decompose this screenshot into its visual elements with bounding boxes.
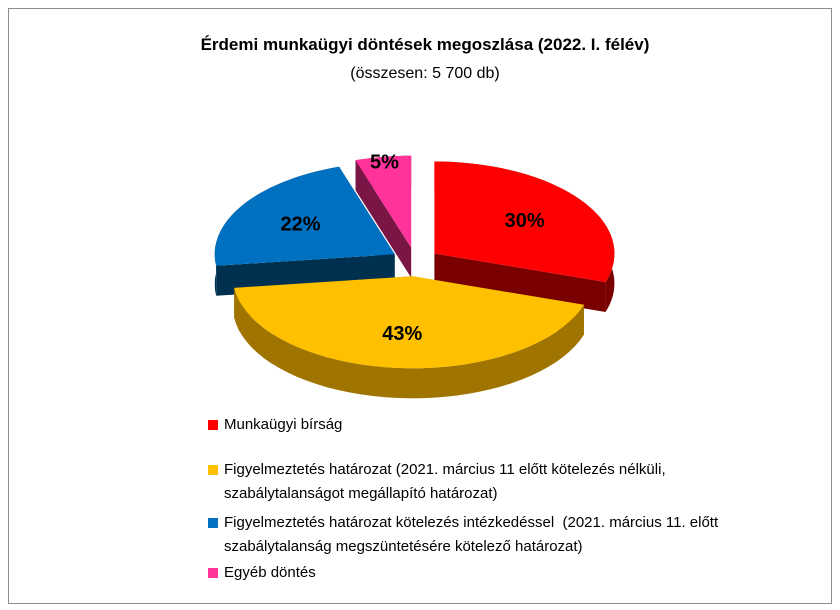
legend-swatch	[208, 420, 218, 430]
data-label: 30%	[505, 210, 545, 232]
legend-label: Egyéb döntés	[224, 564, 316, 581]
legend-label: Figyelmeztetés határozat (2021. március …	[224, 461, 670, 502]
chart-subtitle: (összesen: 5 700 db)	[350, 65, 499, 82]
data-label: 43%	[382, 323, 422, 345]
slice-wall	[355, 160, 412, 278]
slice-top	[214, 166, 395, 266]
pie-slice	[355, 155, 412, 278]
slice-wall	[434, 253, 606, 312]
pie-slice	[434, 161, 615, 312]
legend-item: Egyéb döntés	[208, 561, 788, 585]
legend-label: Figyelmeztetés határozat kötelezés intéz…	[224, 514, 723, 555]
legend-swatch	[208, 465, 218, 475]
legend-swatch	[208, 518, 218, 528]
legend-item: Munkaügyi bírság	[208, 413, 788, 437]
data-label: 5%	[370, 151, 399, 173]
slice-top	[234, 276, 584, 369]
pie-slice	[234, 276, 584, 399]
legend-swatch	[208, 568, 218, 578]
data-label: 22%	[280, 214, 320, 236]
slice-top	[434, 161, 615, 282]
pie-slice	[214, 166, 395, 296]
legend-item: Figyelmeztetés határozat (2021. március …	[208, 458, 788, 506]
slice-top	[355, 155, 412, 248]
chart-title: Érdemi munkaügyi döntések megoszlása (20…	[201, 35, 650, 54]
legend-item: Figyelmeztetés határozat kötelezés intéz…	[208, 511, 788, 559]
slice-side	[234, 287, 584, 399]
legend-label: Munkaügyi bírság	[224, 416, 343, 433]
